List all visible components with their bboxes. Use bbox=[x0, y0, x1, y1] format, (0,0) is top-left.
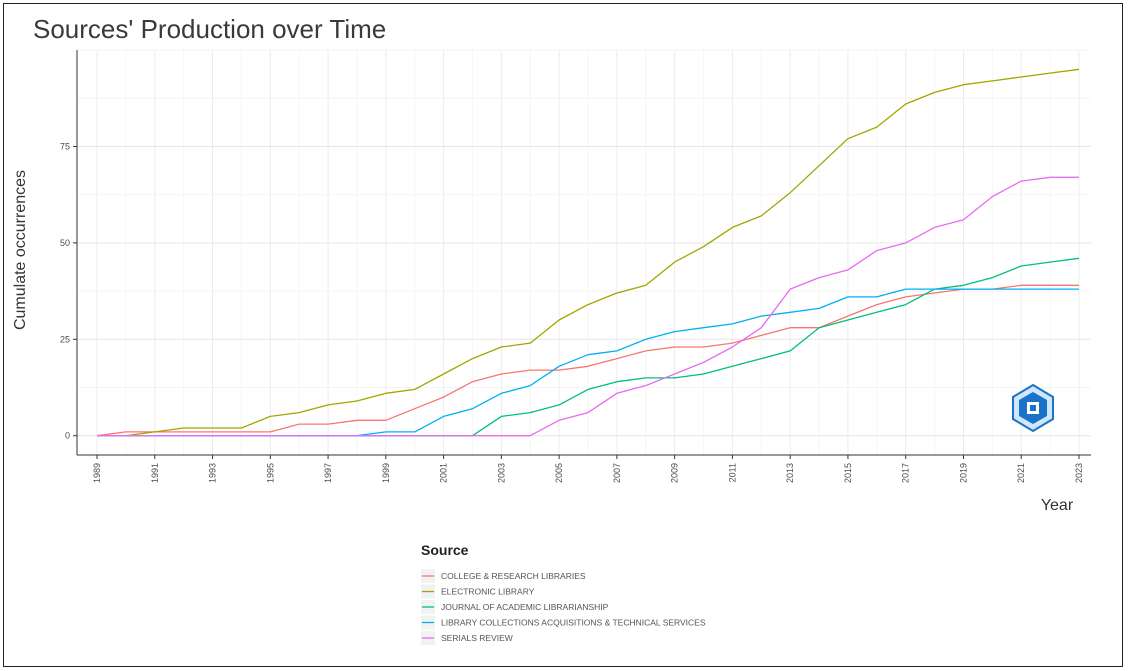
x-tick-label: 2023 bbox=[1074, 463, 1084, 483]
x-tick-label: 2001 bbox=[439, 463, 449, 483]
x-tick-label: 2009 bbox=[670, 463, 680, 483]
y-tick-label: 75 bbox=[60, 141, 70, 151]
legend: COLLEGE & RESEARCH LIBRARIES ELECTRONIC L… bbox=[421, 569, 706, 645]
y-tick-label: 0 bbox=[65, 431, 70, 441]
legend-label: LIBRARY COLLECTIONS ACQUISITIONS & TECHN… bbox=[441, 618, 706, 628]
x-tick-label: 2013 bbox=[785, 463, 795, 483]
axis-layer: 0 25 50 75 1989 1991 1993 1995 1997 1999 2001 2003 2… bbox=[60, 50, 1091, 483]
legend-label: JOURNAL OF ACADEMIC LIBRARIANSHIP bbox=[441, 602, 609, 612]
legend-label: COLLEGE & RESEARCH LIBRARIES bbox=[441, 571, 586, 581]
x-axis-title: Year bbox=[1041, 497, 1074, 514]
x-tick-label: 2019 bbox=[958, 463, 968, 483]
legend-label: ELECTRONIC LIBRARY bbox=[441, 587, 535, 597]
x-tick-label: 2007 bbox=[612, 463, 622, 483]
x-tick-label: 1999 bbox=[381, 463, 391, 483]
series-line bbox=[96, 284, 1079, 437]
x-tick-label: 1993 bbox=[208, 463, 218, 483]
x-tick-label: 1989 bbox=[92, 463, 102, 483]
x-tick-label: 2011 bbox=[727, 463, 737, 482]
x-tick-label: 2003 bbox=[496, 463, 506, 483]
series-line bbox=[97, 68, 1080, 437]
legend-title: Source bbox=[421, 542, 469, 558]
chart-title: Sources' Production over Time bbox=[33, 14, 386, 44]
series-layer bbox=[96, 68, 1080, 437]
grid-layer bbox=[77, 49, 1091, 455]
x-tick-label: 2017 bbox=[901, 463, 911, 483]
x-tick-label: 1991 bbox=[150, 463, 160, 483]
x-tick-label: 2021 bbox=[1016, 463, 1026, 483]
y-tick-label: 25 bbox=[60, 334, 70, 344]
chart-frame bbox=[3, 3, 1123, 667]
x-tick-label: 1997 bbox=[323, 463, 333, 483]
x-tick-label: 1995 bbox=[265, 463, 275, 483]
legend-label: SERIALS REVIEW bbox=[441, 633, 513, 643]
y-tick-label: 50 bbox=[60, 238, 70, 248]
series-line bbox=[97, 176, 1079, 437]
y-axis-title: Cumulate occurrences bbox=[12, 170, 29, 330]
watermark-logo bbox=[1012, 383, 1054, 433]
x-tick-label: 2005 bbox=[554, 463, 564, 483]
x-tick-label: 2015 bbox=[843, 463, 853, 483]
